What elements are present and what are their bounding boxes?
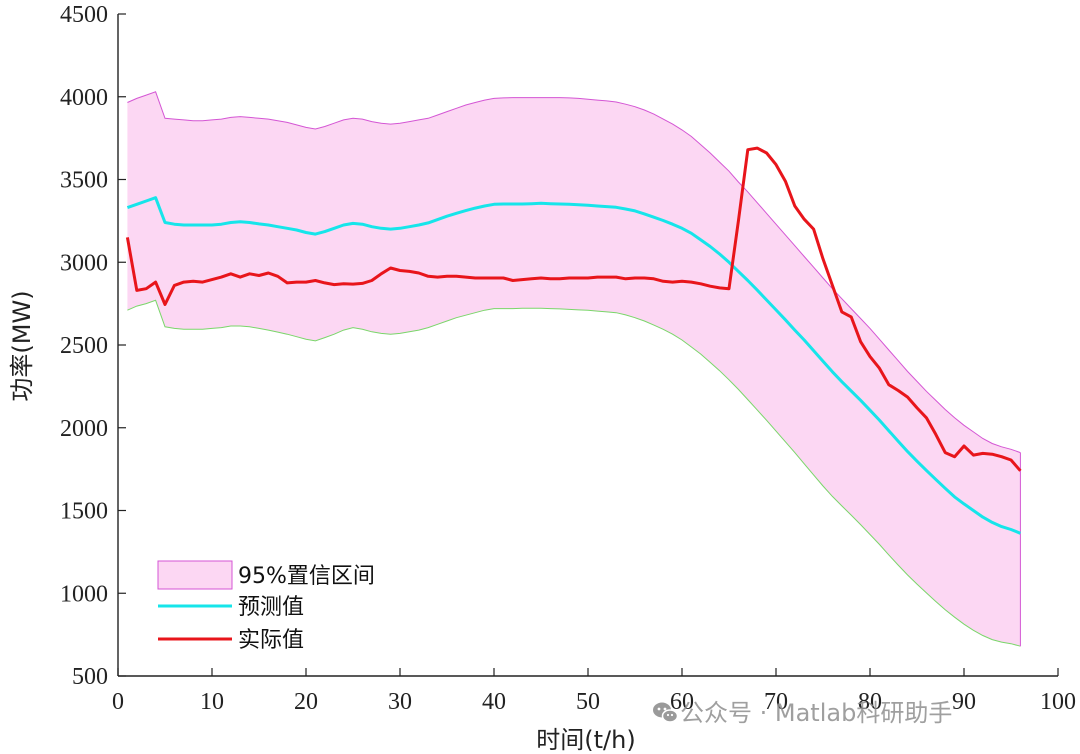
confidence-band-upper [127, 91, 1021, 454]
x-tick-label: 100 [1040, 689, 1076, 715]
y-axis-label: 功率(MW) [8, 290, 36, 401]
x-tick-label: 10 [200, 689, 224, 715]
wechat-icon [653, 702, 679, 723]
confidence-band-lower [127, 299, 1021, 647]
y-tick-label: 4000 [60, 85, 108, 111]
x-axis-label: 时间(t/h) [536, 726, 635, 754]
confidence-band-fill [127, 91, 1021, 647]
legend-label-predicted: 预测值 [238, 595, 304, 620]
x-tick-label: 0 [112, 689, 124, 715]
y-tick-label: 3500 [60, 168, 108, 194]
series-line-predicted [126, 196, 1021, 535]
y-tick-label: 4500 [60, 2, 108, 28]
x-tick-label: 50 [576, 689, 600, 715]
y-tick-label: 2000 [60, 416, 108, 442]
confidence-band [127, 91, 1021, 647]
x-tick-label: 30 [388, 689, 412, 715]
y-tick-label: 1500 [60, 499, 108, 525]
legend-item-actual: 实际值 [158, 628, 304, 653]
legend-label-band: 95%置信区间 [238, 564, 375, 589]
watermark: 公众号 · Matlab科研助手 [653, 699, 952, 727]
series-line-actual [125, 146, 1022, 472]
y-tick-label: 500 [72, 664, 108, 690]
axes: 0 10 20 30 40 50 60 70 80 90 100500100015002000250… [60, 2, 1076, 715]
x-tick-label: 40 [482, 689, 506, 715]
legend-item-band: 95%置信区间 [157, 560, 375, 590]
legend-item-predicted: 预测值 [158, 595, 304, 620]
y-tick-label: 3000 [60, 250, 108, 276]
x-tick-label: 20 [294, 689, 318, 715]
legend-swatch-band [157, 560, 233, 590]
x-tick-label: 80 [858, 689, 882, 715]
series-lines [125, 146, 1022, 535]
y-tick-label: 2500 [60, 333, 108, 359]
watermark-text: 公众号 · Matlab科研助手 [680, 699, 952, 727]
x-tick-label: 90 [952, 689, 976, 715]
x-tick-label: 70 [764, 689, 788, 715]
y-tick-label: 1000 [60, 581, 108, 607]
legend-label-actual: 实际值 [238, 628, 304, 653]
